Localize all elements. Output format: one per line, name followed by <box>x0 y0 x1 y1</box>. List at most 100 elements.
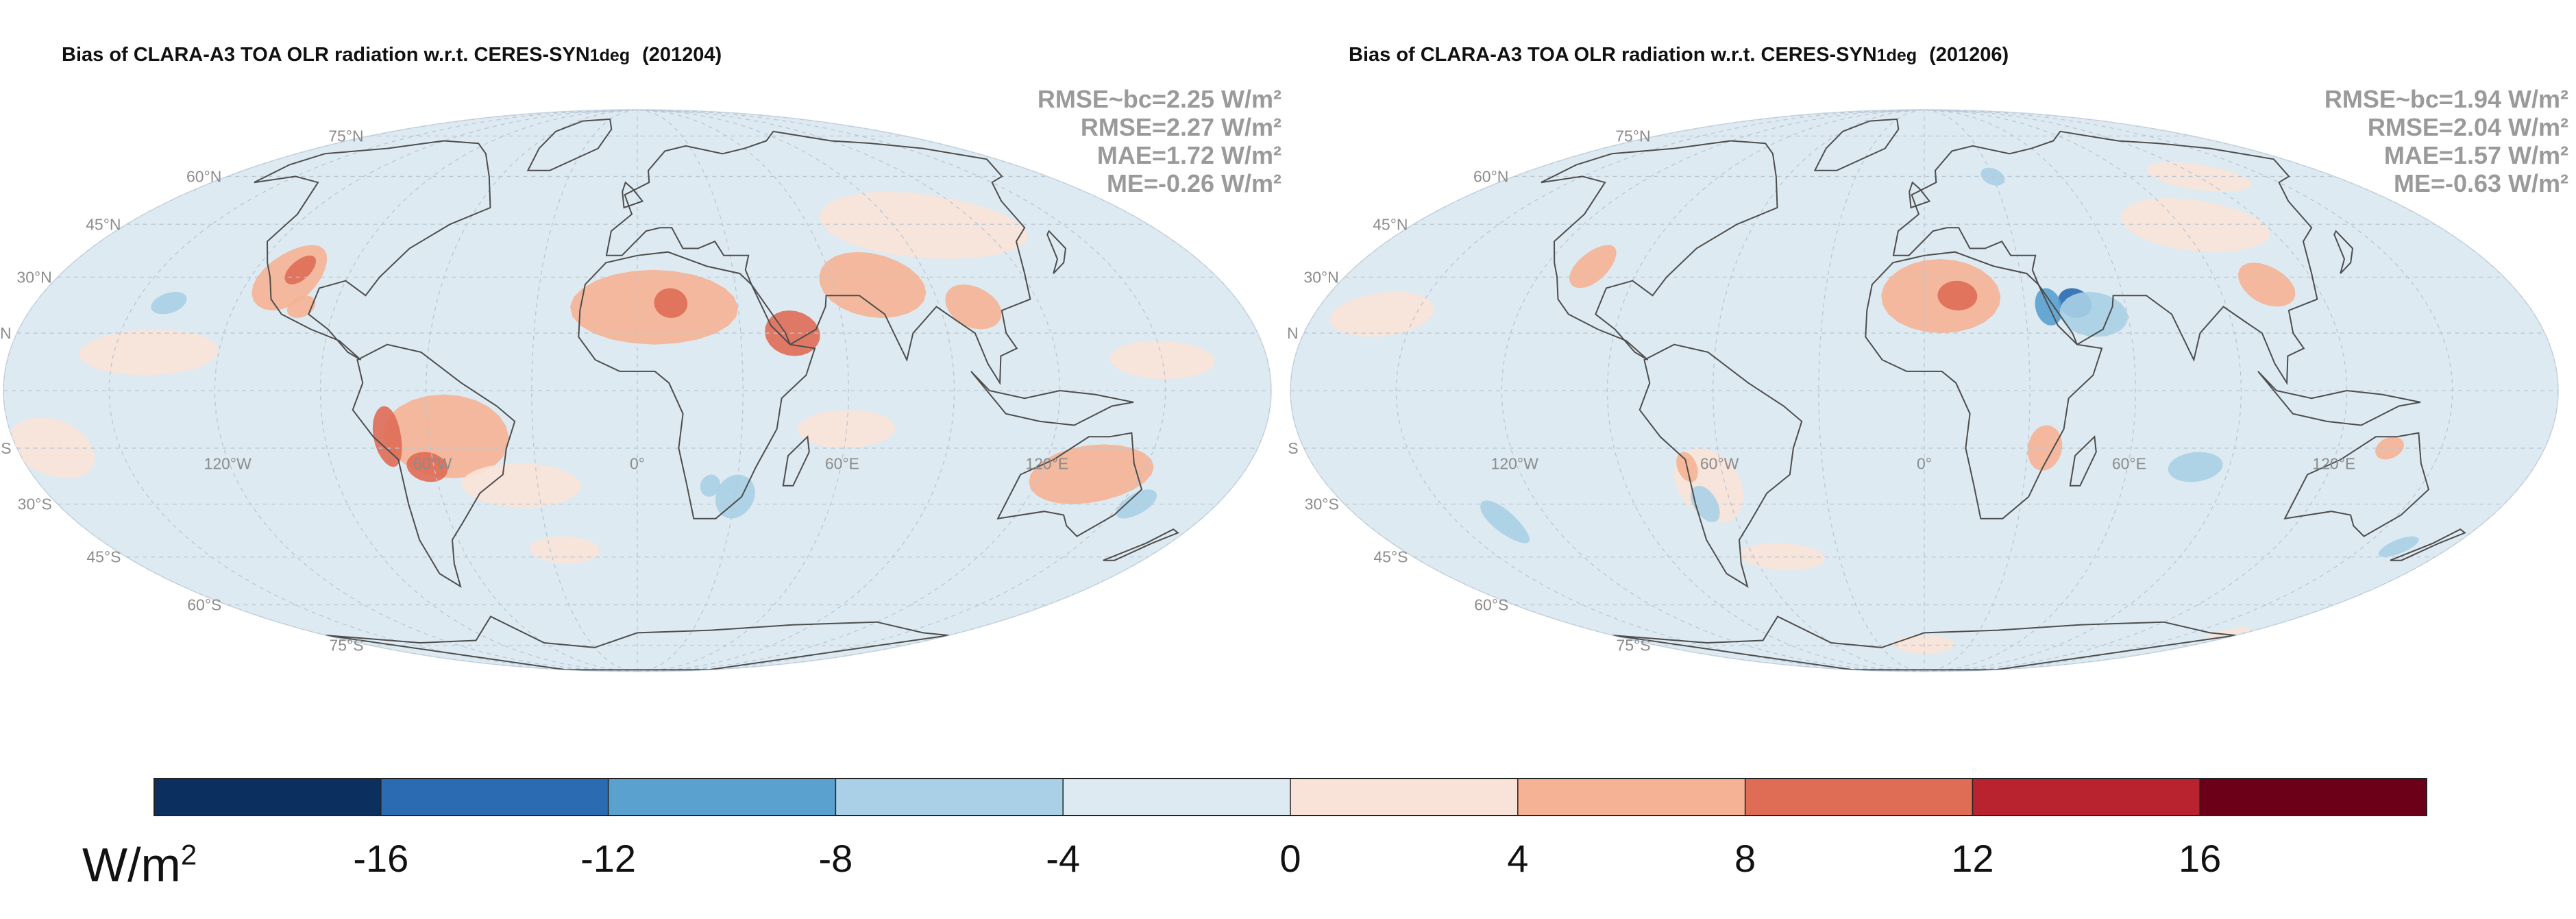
meridian-line <box>637 110 1166 672</box>
stat-rmse: RMSE=2.27 W/m² <box>1080 113 1281 141</box>
meridian-line <box>108 110 638 672</box>
bias-patch <box>1739 543 1825 571</box>
coastline-greenland <box>1813 118 1900 171</box>
colorbar-segment <box>1745 778 1973 816</box>
title-sub: 1deg <box>589 46 630 65</box>
lat-label: 60°N <box>186 167 221 185</box>
lat-label: 75°S <box>1616 637 1650 654</box>
colorbar-segment <box>1972 778 2200 816</box>
title-main: Bias of CLARA-A3 TOA OLR radiation w.r.t… <box>62 44 590 66</box>
colorbar-segment <box>608 778 836 816</box>
meridian-line <box>1924 110 2453 672</box>
lon-label: 120°W <box>204 455 252 473</box>
bias-patch <box>1569 245 1617 289</box>
lon-label: 0° <box>1917 455 1932 473</box>
coastline-eurasia <box>605 130 1031 386</box>
bias-patch <box>798 410 896 448</box>
meridian-line <box>1924 110 2348 672</box>
meridian-line <box>1818 110 1925 672</box>
bias-patch <box>372 406 402 467</box>
title-period: (201204) <box>642 44 722 66</box>
stat-me: ME=-0.26 W/m² <box>1106 169 1281 197</box>
lat-label: 15°S <box>0 439 12 457</box>
mollweide-map: 75°N 60°N 45°N 30°N 15°N 0° 15°S 30°S 45°S 60°S 75… <box>0 109 1272 672</box>
stat-me: ME=-0.63 W/m² <box>2393 169 2568 197</box>
colorbar-tick-label: -4 <box>1046 837 1081 880</box>
coastline-eurasia <box>1892 130 2318 386</box>
title-sub: 1deg <box>1876 46 1917 65</box>
lat-label: 45°S <box>86 548 121 566</box>
lat-label: 60°N <box>1473 167 1508 185</box>
colorbar-segment <box>380 778 609 816</box>
colorbar-tick-label: 0 <box>1279 837 1301 880</box>
meridian-line <box>319 110 638 672</box>
bias-patch <box>1029 444 1154 504</box>
colorbar-segment <box>1290 778 1519 816</box>
panel-title: Bias of CLARA-A3 TOA OLR radiation w.r.t… <box>62 44 722 66</box>
meridian-line <box>637 110 849 672</box>
lat-label: 60°S <box>187 596 221 614</box>
bias-patch <box>2378 536 2419 557</box>
coastline-new-zealand <box>2390 528 2466 561</box>
lon-label: 60°E <box>2112 455 2146 473</box>
colorbar-tick-label: -8 <box>818 837 853 880</box>
coastline-uk <box>622 181 644 209</box>
coastline-greenland <box>526 118 613 171</box>
lat-label: 15°N <box>1287 324 1299 342</box>
bias-patch <box>819 252 927 318</box>
lon-label: 120°E <box>2312 455 2355 473</box>
bias-patch <box>461 463 581 508</box>
stat-rmse: RMSE=2.04 W/m² <box>2367 113 2568 141</box>
lat-label: 60°S <box>1474 596 1508 614</box>
lon-label: 60°W <box>1700 455 1739 473</box>
coastline-south-america <box>352 343 516 588</box>
stat-rmse-bc: RMSE~bc=1.94 W/m² <box>2324 85 2568 113</box>
bias-patch <box>945 284 1002 330</box>
stat-mae: MAE=1.57 W/m² <box>2383 141 2568 169</box>
bias-patch <box>715 474 755 519</box>
bias-patch <box>569 269 739 345</box>
meridian-line <box>637 110 744 672</box>
meridian-line <box>1713 110 1925 672</box>
coastline-japan <box>2333 230 2354 274</box>
coastline-africa <box>1865 251 2103 519</box>
coastline-indonesia <box>2257 371 2421 426</box>
meridian-line <box>1924 110 2031 672</box>
coastline-north-america <box>1541 140 1778 360</box>
lat-label: 45°S <box>1373 548 1408 566</box>
lat-label: 75°S <box>329 637 363 654</box>
meridian-line <box>531 110 638 672</box>
meridian-line <box>1395 110 1925 672</box>
meridian-line <box>637 110 1061 672</box>
lat-label: 75°N <box>328 127 363 145</box>
colorbar-tick-label: 16 <box>2179 837 2222 880</box>
map-panel-201204: 75°N 60°N 45°N 30°N 15°N 0° 15°S 30°S 45°S 60°S 75… <box>0 0 1288 726</box>
colorbar-segment <box>154 778 382 816</box>
coastline-antarctica <box>1612 615 2236 671</box>
coastline-antarctica <box>326 615 949 671</box>
coastline-indonesia <box>970 371 1134 426</box>
unit-main: W/m <box>82 838 181 892</box>
lon-label: 0° <box>630 455 645 473</box>
colorbar-tick-label: 8 <box>1734 837 1756 880</box>
bias-patch <box>654 288 688 318</box>
coastline-north-america <box>254 140 491 360</box>
bias-patch <box>2168 452 2223 482</box>
colorbar-segment <box>1517 778 1746 816</box>
lat-label: 75°N <box>1615 127 1650 145</box>
bias-patch <box>1480 500 1530 543</box>
stats-box: RMSE~bc=1.94 W/m² RMSE=2.04 W/m² MAE=1.5… <box>2324 85 2568 197</box>
mollweide-map: 75°N 60°N 45°N 30°N 15°N 0° 15°S 30°S 45°S 60°S 75… <box>1287 109 2559 672</box>
coastline-madagascar <box>2069 435 2097 487</box>
bias-patch <box>286 295 316 318</box>
lat-label: 45°N <box>86 215 121 233</box>
meridian-line <box>1501 110 1925 672</box>
coastline-south-america <box>1639 343 1803 588</box>
bias-patch <box>2204 627 2252 638</box>
coastline-japan <box>1046 230 1067 274</box>
stats-box: RMSE~bc=2.25 W/m² RMSE=2.27 W/m² MAE=1.7… <box>1038 85 1281 197</box>
stat-rmse-bc: RMSE~bc=2.25 W/m² <box>1037 85 1281 113</box>
bias-patch <box>1109 341 1215 380</box>
lat-label: 30°N <box>16 268 51 286</box>
bias-patch <box>406 452 448 482</box>
